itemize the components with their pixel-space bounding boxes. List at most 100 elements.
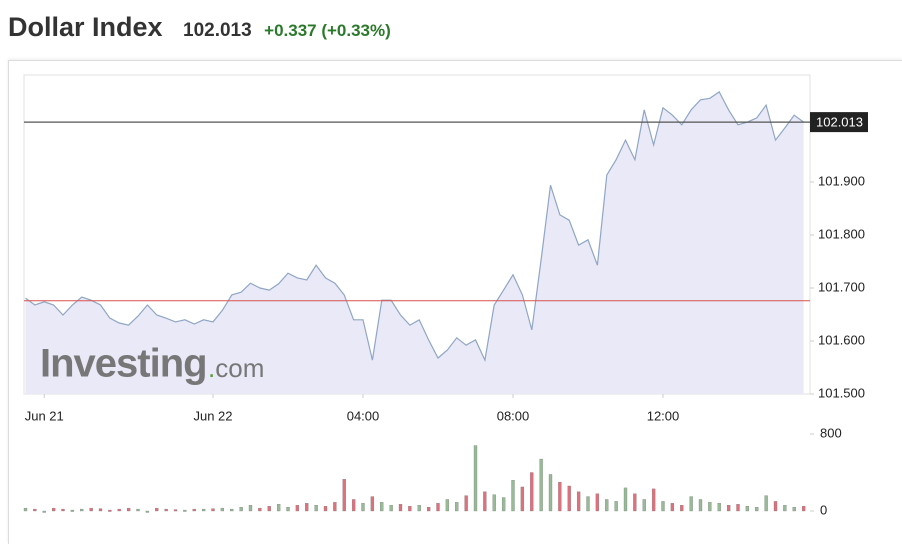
volume-bar xyxy=(70,509,75,512)
volume-bar xyxy=(117,508,121,512)
y-tick-label: 101.700 xyxy=(818,279,865,294)
area xyxy=(25,91,804,395)
y-tick-label: 101.800 xyxy=(818,226,865,241)
volume-bar xyxy=(539,458,543,512)
volume-bar xyxy=(286,506,290,512)
volume-bar xyxy=(267,506,271,512)
current-price-label: 102.013 xyxy=(816,115,863,130)
volume-bar xyxy=(370,496,375,512)
volume-bar xyxy=(23,507,28,512)
y-tick-label: 101.500 xyxy=(818,385,865,400)
volume-bar xyxy=(136,508,140,512)
volume-bar xyxy=(426,506,431,512)
volume-bar xyxy=(680,505,684,512)
watermark: Investing xyxy=(40,342,207,386)
volume-bar xyxy=(389,505,393,512)
volume-bar xyxy=(614,501,618,512)
volume-bar xyxy=(258,507,262,512)
volume-bar xyxy=(108,509,112,512)
volume-bar xyxy=(89,507,93,512)
volume-bar xyxy=(530,472,534,512)
volume-bar xyxy=(783,505,787,512)
volume-bar xyxy=(361,503,365,512)
volume-bar xyxy=(511,480,515,512)
volume-bar xyxy=(736,504,740,512)
volume-bar xyxy=(764,495,768,512)
volume-bar xyxy=(305,503,309,512)
volume-bar xyxy=(520,486,525,512)
volume-tick-label: 800 xyxy=(820,425,842,440)
header: Dollar Index 102.013 +0.337 (+0.33%) xyxy=(8,12,391,48)
volume-bar xyxy=(633,493,637,512)
volume-bar xyxy=(145,510,150,513)
volume-bar xyxy=(548,474,553,512)
x-tick-label: 12:00 xyxy=(647,408,680,423)
watermark-suffix: .com xyxy=(208,353,264,383)
volume-bar xyxy=(651,488,656,512)
volume-bar xyxy=(492,494,496,512)
volume-bar xyxy=(558,481,562,512)
volume-bar xyxy=(126,507,131,512)
volume-bar xyxy=(773,501,778,512)
volume-bar xyxy=(417,505,421,512)
volume-bar xyxy=(380,502,384,512)
volume-bar xyxy=(670,503,675,512)
volume-bar xyxy=(642,499,646,512)
volume-bar xyxy=(80,508,84,512)
volume-bar xyxy=(239,506,243,512)
volume-bar xyxy=(183,509,187,512)
volume-bar xyxy=(698,499,703,512)
volume-bar xyxy=(464,495,468,512)
volume-bar xyxy=(623,487,628,512)
volume-bar xyxy=(605,499,609,512)
volume-bar xyxy=(501,497,506,512)
volume-bar xyxy=(164,508,168,512)
x-tick-label: 08:00 xyxy=(497,408,530,423)
volume-bar xyxy=(351,499,356,512)
x-tick-label: 04:00 xyxy=(347,408,380,423)
volume-bar xyxy=(323,506,328,512)
volume-bar xyxy=(708,502,712,512)
volume-bar xyxy=(586,496,590,512)
volume-bar xyxy=(689,496,693,512)
volume-bar xyxy=(483,491,487,512)
price-change: +0.337 (+0.33%) xyxy=(264,21,391,40)
volume-bar xyxy=(726,505,731,512)
y-tick-label: 101.600 xyxy=(818,332,865,347)
volume-bar xyxy=(192,508,196,512)
volume-bar xyxy=(98,508,103,512)
volume-bar xyxy=(595,493,600,512)
volume-bar xyxy=(155,507,159,512)
volume-bar xyxy=(42,510,46,513)
x-tick-label: Jun 22 xyxy=(193,408,232,423)
volume-bar xyxy=(173,509,178,512)
volume-bar xyxy=(333,502,337,512)
current-price-tag xyxy=(810,112,868,133)
volume-bar xyxy=(51,507,56,512)
volume-bar xyxy=(717,503,721,512)
volume-bar xyxy=(455,502,459,512)
volume-bar xyxy=(408,506,412,512)
volume-bar xyxy=(342,479,346,512)
volume-bar xyxy=(398,504,403,512)
y-tick-label: 101.900 xyxy=(818,173,865,188)
volume-bar xyxy=(576,491,581,512)
volume-bar xyxy=(436,503,440,512)
volume-tick-label: 0 xyxy=(820,502,827,517)
volume-bar xyxy=(220,507,225,512)
volume-bar xyxy=(473,445,478,512)
price-line xyxy=(25,91,804,363)
volume-bar xyxy=(201,508,206,512)
volume-bar xyxy=(248,505,253,512)
volume-bar xyxy=(33,508,37,512)
volume-bar xyxy=(314,505,318,512)
volume-bar xyxy=(230,508,234,512)
volume-bar xyxy=(745,506,750,512)
volume-bar xyxy=(567,485,571,512)
volume-bar xyxy=(755,506,759,512)
chart-panel xyxy=(8,60,902,544)
volume-bar xyxy=(61,508,65,512)
x-tick-label: Jun 21 xyxy=(25,408,64,423)
